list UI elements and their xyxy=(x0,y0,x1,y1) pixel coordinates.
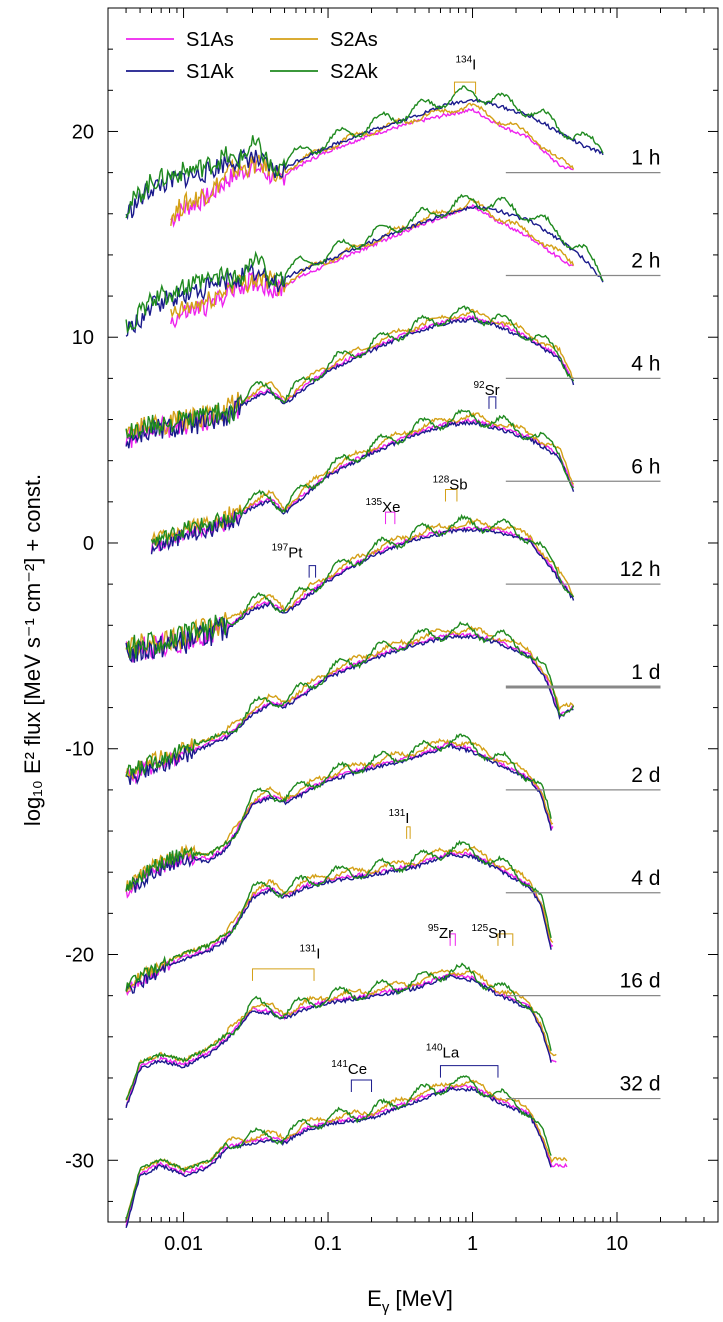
time-label: 6 h xyxy=(631,455,660,478)
isotope-marker xyxy=(453,81,477,95)
spectrum-2h-S2As xyxy=(170,197,575,320)
spectrum-1d-S2Ak xyxy=(125,621,575,777)
x-tick-label: 0.01 xyxy=(164,1233,203,1255)
isotope-marker xyxy=(449,933,456,946)
spectrum-2d-S2As xyxy=(125,737,554,892)
isotope-marker xyxy=(497,933,514,946)
isotope-marker xyxy=(251,968,315,981)
x-tick-label: 1 xyxy=(467,1233,478,1255)
spectrum-6h-S2Ak xyxy=(150,409,574,546)
spectrum-2d-S1Ak xyxy=(125,743,552,893)
plot-border xyxy=(107,7,719,1223)
isotope-marker xyxy=(439,1065,499,1078)
spectrum-4h-S1As xyxy=(125,315,574,448)
isotope-annotations: 134I 92Sr 128Sb 135Xe 197Pt 131I 95Zr 125Sn 131I… xyxy=(251,55,514,1093)
spectrum-12h-S1Ak xyxy=(125,527,575,663)
spectrum-32d-S1As xyxy=(125,1084,568,1226)
isotope-label: 197Pt xyxy=(272,542,304,561)
time-label: 1 h xyxy=(631,147,660,170)
isotope-label: 141Ce xyxy=(331,1059,367,1078)
time-label: 4 h xyxy=(631,352,660,375)
spectrum-12h-S2Ak xyxy=(126,513,575,659)
isotope-marker xyxy=(385,511,396,525)
tick-labels: 0.01 0.1 1 10 20 10 0 -10 -20 -30 xyxy=(65,121,628,1255)
isotope-label: 134I xyxy=(455,55,476,74)
y-tick-label: -10 xyxy=(65,739,94,761)
isotope-marker xyxy=(308,565,317,578)
isotope-marker xyxy=(406,826,411,839)
isotope-label: 125Sn xyxy=(471,923,506,942)
legend-entry: S2Ak xyxy=(330,61,379,83)
spectrum-1h-S1Ak xyxy=(125,98,604,221)
legend: S1As S2As S1Ak S2Ak xyxy=(126,29,379,83)
time-label: 12 h xyxy=(620,558,661,581)
legend-entry: S1Ak xyxy=(186,61,235,83)
spectrum-2h-S2Ak xyxy=(125,193,604,335)
spectrum-2d-S2Ak xyxy=(125,733,552,892)
spectra xyxy=(125,85,604,1229)
isotope-marker xyxy=(444,488,458,502)
spectrum-16d-S2Ak xyxy=(125,962,552,1101)
y-tick-label: 20 xyxy=(72,121,94,143)
x-tick-label: 10 xyxy=(606,1233,628,1255)
spectrum-4d-S2As xyxy=(126,845,554,993)
spectrum-4h-S2Ak xyxy=(125,305,575,441)
legend-entry: S2As xyxy=(330,29,378,51)
plot-frame xyxy=(107,7,719,1223)
spectrum-1h-S2Ak xyxy=(125,85,604,219)
isotope-label: 131I xyxy=(300,944,321,963)
x-axis-label: Eγ [MeV] xyxy=(367,1286,453,1316)
reference-lines: 1 h 2 h 4 h 6 h 12 h 1 d 2 d 4 d 16 d 32 d xyxy=(505,147,661,1100)
spectrum-1d-S2As xyxy=(125,625,575,780)
spectrum-1d-S1Ak xyxy=(125,634,574,785)
y-tick-label: 0 xyxy=(83,533,94,555)
spectrum-6h-S1Ak xyxy=(150,419,575,555)
spectrum-1d-S1As xyxy=(125,632,574,785)
isotope-marker xyxy=(488,396,497,409)
spectrum-32d-S2As xyxy=(125,1079,568,1221)
spectrum-16d-S1As xyxy=(125,973,557,1107)
x-axis-label-unit: [MeV] xyxy=(395,1286,452,1311)
time-label: 4 d xyxy=(631,867,660,890)
y-tick-label: -20 xyxy=(65,945,94,967)
isotope-label: 135Xe xyxy=(365,497,400,516)
isotope-marker xyxy=(350,1079,373,1093)
y-tick-label: -30 xyxy=(65,1150,94,1172)
y-axis-label: log₁₀ E² flux [MeV s⁻¹ cm⁻²] + const. xyxy=(20,474,45,826)
legend-entry: S1As xyxy=(186,29,234,51)
isotope-label: 128Sb xyxy=(433,474,468,493)
spectrum-4h-S2As xyxy=(125,308,574,439)
spectrum-1h-S2As xyxy=(170,102,575,226)
spectrum-2d-S1As xyxy=(125,741,554,899)
spectrum-12h-S2As xyxy=(125,518,575,658)
spectrum-4h-S1Ak xyxy=(125,317,575,449)
spectrum-4d-S2Ak xyxy=(125,839,552,992)
time-label: 32 d xyxy=(620,1073,661,1096)
isotope-label: 131I xyxy=(389,808,410,827)
spectrum-2h-S1Ak xyxy=(125,205,604,337)
time-label: 16 d xyxy=(620,970,661,993)
x-tick-label: 0.1 xyxy=(314,1233,342,1255)
x-axis-label-main: E xyxy=(367,1286,382,1311)
x-axis-label-sub: γ xyxy=(382,1299,390,1316)
time-label: 2 d xyxy=(631,764,660,787)
spectrum-32d-S1Ak xyxy=(125,1086,552,1229)
spectrum-32d-S2Ak xyxy=(125,1075,552,1220)
y-tick-label: 10 xyxy=(72,327,94,349)
spectrum-4d-S1As xyxy=(125,850,554,997)
time-label: 2 h xyxy=(631,249,660,272)
time-label: 1 d xyxy=(631,661,660,684)
spectrum-16d-S1Ak xyxy=(125,974,552,1109)
isotope-label: 92Sr xyxy=(473,380,499,399)
isotope-label: 140La xyxy=(426,1042,460,1061)
isotope-label: 95Zr xyxy=(428,923,453,942)
